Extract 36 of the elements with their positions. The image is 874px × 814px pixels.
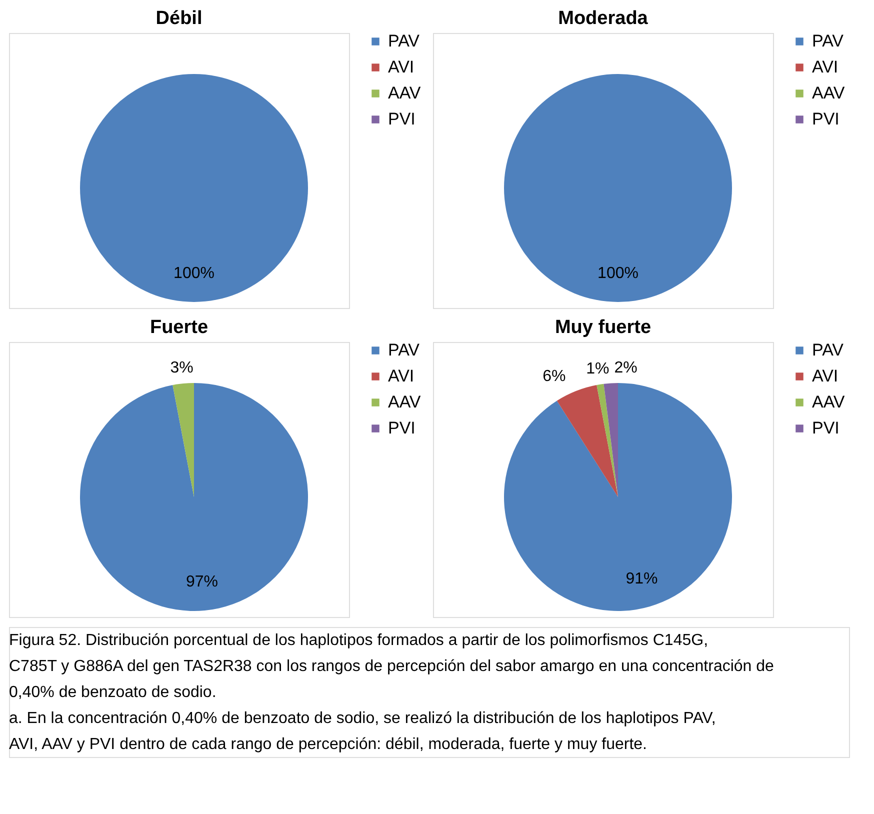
legend-label: PAV	[388, 340, 420, 360]
legend-label: PAV	[812, 340, 844, 360]
pie-slice	[80, 383, 308, 611]
legend-label: AAV	[388, 84, 422, 102]
data-label: 97%	[186, 574, 218, 591]
legend-label: PVI	[388, 418, 416, 438]
text: a. En la concentración 0,40% de benzoato de sodio, se realizó la distribución de los haplotipos PAV, AVI, AAV y PVI dentro de cada rango de percepción: débil, moderada, fuerte y muy fuerte.	[9, 710, 716, 753]
legend-label: AVI	[812, 58, 838, 76]
legend-label: AAV	[812, 84, 846, 102]
legend-label: PVI	[812, 110, 840, 128]
data-label: 6%	[542, 368, 566, 386]
pie-slice	[172, 383, 194, 497]
legend-label: AVI	[388, 58, 414, 76]
data-label: 3%	[170, 360, 194, 377]
pie-slice	[504, 383, 732, 611]
chart-title: Moderada	[558, 8, 648, 29]
legend-label: PVI	[812, 418, 840, 438]
data-label: 100%	[598, 265, 638, 282]
legend-label: PAV	[388, 32, 420, 50]
chart-title: Fuerte	[150, 317, 208, 338]
data-label: 2%	[614, 359, 638, 376]
data-label: 100%	[174, 265, 214, 282]
pie-slice	[596, 384, 618, 497]
data-label: 91%	[626, 570, 658, 588]
chart-title: Débil	[156, 8, 202, 29]
legend-label: AAV	[388, 392, 422, 412]
pie-slice	[556, 385, 618, 497]
chart-title: Muy fuerte	[554, 317, 652, 338]
legend-label: AVI	[388, 366, 414, 386]
legend-label: PVI	[388, 110, 416, 128]
legend-label: AVI	[812, 366, 838, 386]
pie-slice	[604, 383, 618, 497]
data-label: 1%	[586, 360, 610, 378]
text: Figura 52. Distribución porcentual de los haplotipos formados a partir de los polimorfismos C145G, C785T y G886A del gen TAS2R38 con los rangos de percepción del sabor amargo en una concentración de 0,40% de benzoato de sodio.	[9, 632, 774, 701]
legend-label: AAV	[812, 392, 846, 412]
legend-label: PAV	[812, 32, 844, 50]
